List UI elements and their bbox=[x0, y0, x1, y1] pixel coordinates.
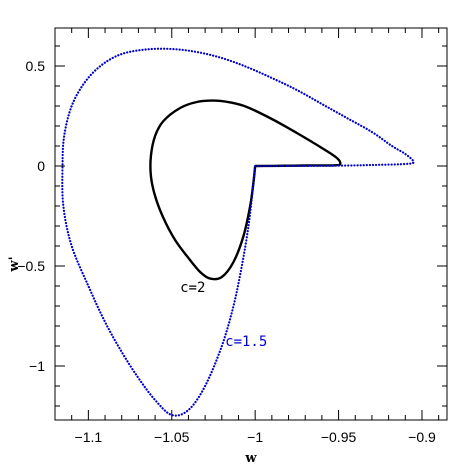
y-axis-label: w' bbox=[7, 256, 22, 272]
x-tick-label: −1.05 bbox=[154, 429, 190, 445]
series-curve-c1-5 bbox=[61, 47, 415, 417]
y-tick-label: −1 bbox=[29, 358, 45, 374]
y-tick-label: 0.5 bbox=[26, 58, 46, 74]
x-tick-label: −1.1 bbox=[75, 429, 103, 445]
y-tick-label: 0 bbox=[37, 158, 45, 174]
y-tick-label: −0.5 bbox=[17, 258, 45, 274]
series-label-c1-5: c=1.5 bbox=[225, 334, 267, 350]
x-axis: −1.1 −1.05 −1 −0.95 −0.9 bbox=[54, 28, 440, 445]
x-tick-label: −0.95 bbox=[321, 429, 357, 445]
data-curves bbox=[61, 47, 415, 417]
x-tick-label: −0.9 bbox=[408, 429, 436, 445]
curve-labels: c=2 c=1.5 bbox=[180, 280, 267, 350]
x-tick-label: −1 bbox=[247, 429, 263, 445]
plot-frame bbox=[54, 27, 448, 421]
x-axis-label: w bbox=[244, 451, 257, 466]
series-label-c2: c=2 bbox=[180, 280, 205, 296]
y-axis: 0.5 0 −0.5 −1 bbox=[17, 45, 447, 407]
